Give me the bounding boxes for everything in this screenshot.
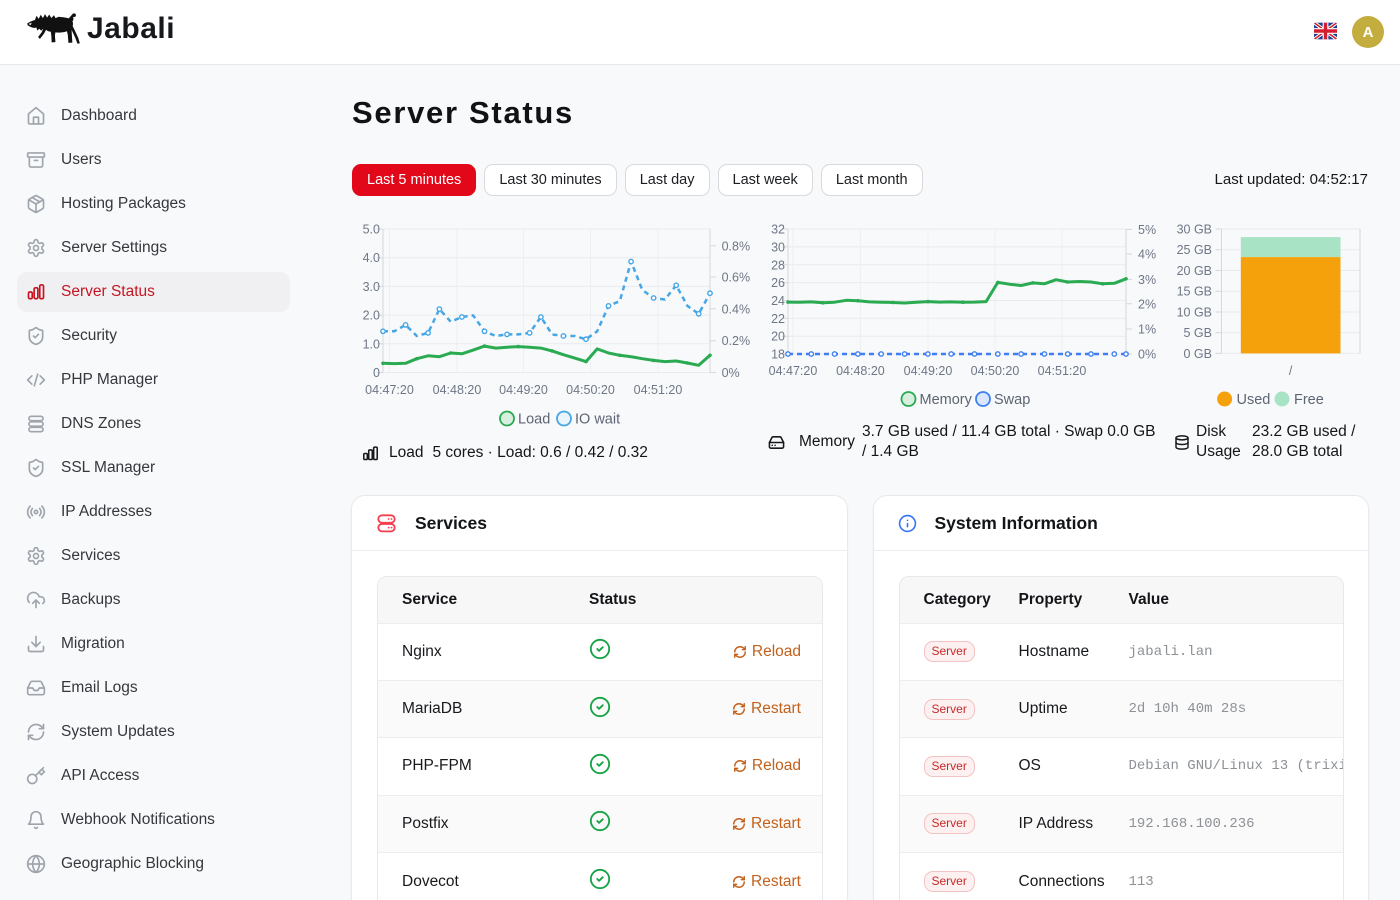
svg-text:IO wait: IO wait xyxy=(575,412,620,428)
svg-text:10 GB: 10 GB xyxy=(1177,306,1212,320)
svg-text:20 GB: 20 GB xyxy=(1177,264,1212,278)
svg-text:04:47:20: 04:47:20 xyxy=(769,364,818,378)
svg-text:28: 28 xyxy=(771,258,785,272)
svg-text:04:48:20: 04:48:20 xyxy=(433,383,482,397)
svg-text:3%: 3% xyxy=(1138,273,1156,287)
svg-text:04:50:20: 04:50:20 xyxy=(971,364,1020,378)
svg-text:26: 26 xyxy=(771,276,785,290)
svg-text:25 GB: 25 GB xyxy=(1177,243,1212,257)
svg-text:04:51:20: 04:51:20 xyxy=(634,383,683,397)
svg-text:3.0: 3.0 xyxy=(363,280,380,294)
svg-text:2%: 2% xyxy=(1138,297,1156,311)
svg-text:0.2%: 0.2% xyxy=(722,334,751,348)
svg-text:04:49:20: 04:49:20 xyxy=(499,383,548,397)
svg-text:0.8%: 0.8% xyxy=(722,239,751,253)
svg-text:Free: Free xyxy=(1294,392,1324,408)
svg-text:30 GB: 30 GB xyxy=(1177,223,1212,237)
svg-text:15 GB: 15 GB xyxy=(1177,285,1212,299)
svg-text:04:48:20: 04:48:20 xyxy=(836,364,885,378)
svg-text:5 GB: 5 GB xyxy=(1184,326,1213,340)
svg-text:1.0: 1.0 xyxy=(363,337,380,351)
svg-text:04:51:20: 04:51:20 xyxy=(1038,364,1087,378)
svg-text:30: 30 xyxy=(771,240,785,254)
svg-text:32: 32 xyxy=(771,223,785,237)
svg-text:5%: 5% xyxy=(1138,223,1156,237)
svg-text:0.6%: 0.6% xyxy=(722,271,751,285)
svg-text:04:49:20: 04:49:20 xyxy=(904,364,953,378)
svg-text:4%: 4% xyxy=(1138,248,1156,262)
svg-text:0%: 0% xyxy=(722,366,740,380)
svg-text:1%: 1% xyxy=(1138,323,1156,337)
svg-text:5.0: 5.0 xyxy=(363,223,380,237)
svg-text:0 GB: 0 GB xyxy=(1184,347,1213,361)
svg-text:Load: Load xyxy=(518,412,550,428)
svg-text:2.0: 2.0 xyxy=(363,309,380,323)
svg-text:/: / xyxy=(1289,364,1293,378)
svg-text:04:50:20: 04:50:20 xyxy=(566,383,615,397)
svg-text:20: 20 xyxy=(771,330,785,344)
svg-text:04:47:20: 04:47:20 xyxy=(365,383,414,397)
svg-text:Swap: Swap xyxy=(994,392,1030,408)
svg-text:18: 18 xyxy=(771,348,785,362)
svg-text:0: 0 xyxy=(373,366,380,380)
svg-text:Used: Used xyxy=(1237,392,1271,408)
svg-text:4.0: 4.0 xyxy=(363,251,380,265)
svg-text:22: 22 xyxy=(771,312,785,326)
svg-text:Memory: Memory xyxy=(920,392,973,408)
svg-text:0%: 0% xyxy=(1138,348,1156,362)
svg-text:24: 24 xyxy=(771,294,785,308)
svg-text:0.4%: 0.4% xyxy=(722,302,751,316)
